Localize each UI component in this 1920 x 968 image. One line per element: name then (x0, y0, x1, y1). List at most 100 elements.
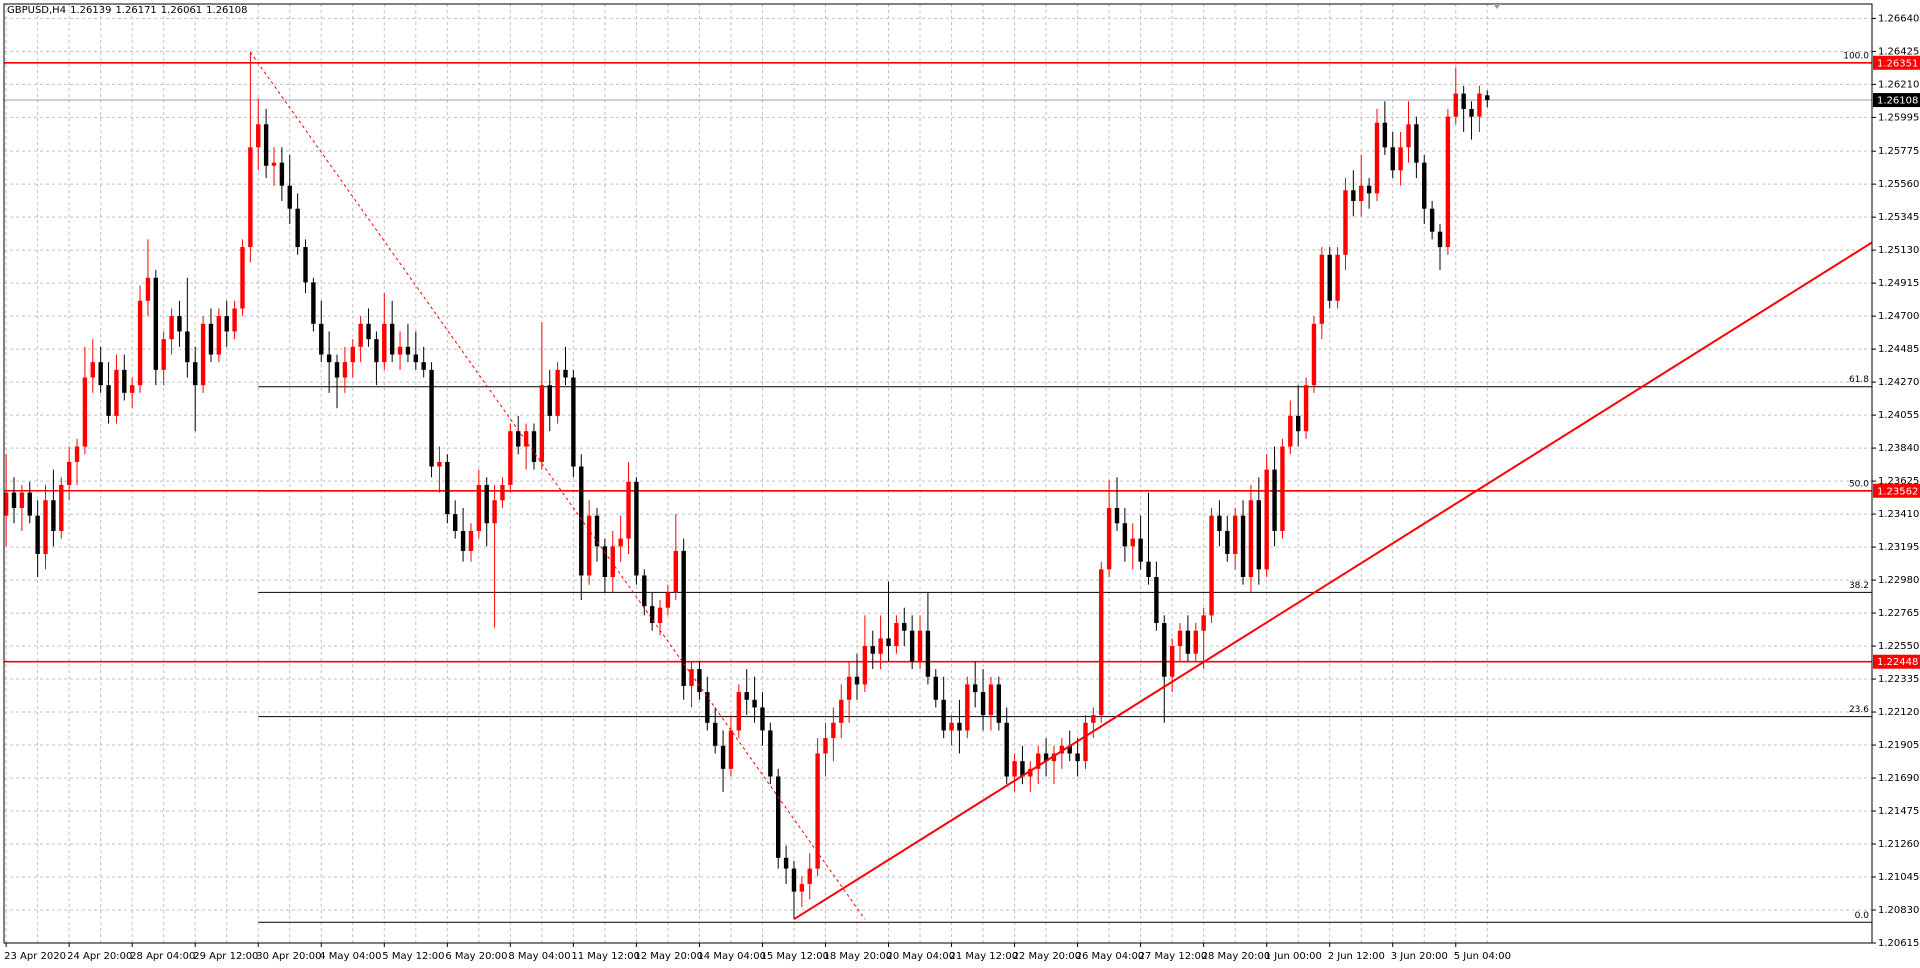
candle-body (1193, 630, 1198, 654)
candle-body (468, 530, 474, 551)
candle-body (1004, 722, 1009, 777)
candle-body (1295, 415, 1301, 432)
y-tick-label: 1.24270 (1878, 377, 1919, 388)
candle-body (1272, 469, 1277, 531)
candle-body (972, 684, 978, 693)
candle-body (657, 607, 663, 624)
current-price-tag: 1.26108 (1877, 96, 1918, 107)
candle-body (579, 466, 584, 576)
candle-body (59, 484, 64, 531)
candle-body (1169, 646, 1175, 677)
candle-body (854, 676, 860, 685)
y-tick-label: 1.21260 (1878, 839, 1919, 850)
candle-body (484, 484, 489, 524)
x-tick-label: 14 May 04:00 (697, 951, 766, 962)
candle-body (649, 606, 655, 624)
candle-body (1020, 761, 1025, 777)
x-tick-label: 4 May 04:00 (319, 951, 381, 962)
candle-body (98, 362, 103, 386)
candle-body (240, 247, 245, 309)
candle-body (673, 550, 678, 593)
candle-body (1477, 93, 1482, 117)
plot-frame (3, 3, 1873, 944)
candle-body (917, 630, 923, 662)
candle-body (996, 684, 1002, 723)
candle-body (736, 692, 742, 731)
candle-body (1374, 122, 1380, 194)
candle-body (516, 431, 521, 447)
candle-body (1422, 162, 1427, 209)
candle-body (382, 323, 387, 363)
candle-body (1469, 108, 1474, 117)
y-tick-label: 1.25775 (1878, 146, 1919, 157)
candle-body (1114, 507, 1120, 524)
fib-base-line (249, 51, 866, 920)
candle-body (460, 530, 466, 551)
candle-body (350, 346, 355, 363)
x-tick-label: 21 May 12:00 (950, 951, 1019, 962)
y-tick-label: 1.24485 (1878, 344, 1919, 355)
candle-body (878, 638, 883, 654)
y-tick-label: 1.24700 (1878, 311, 1919, 322)
candle-body (744, 692, 749, 700)
candle-body (815, 753, 820, 869)
candle-body (720, 745, 726, 769)
y-tick-label: 1.20830 (1878, 905, 1919, 916)
candle-body (531, 431, 537, 462)
candle-body (1012, 761, 1017, 777)
candle-body (1240, 515, 1246, 578)
candle-body (169, 316, 174, 340)
candle-body (902, 623, 907, 631)
candle-body (74, 446, 80, 462)
candle-body (200, 323, 206, 386)
candle-body (799, 883, 805, 892)
candle-body (3, 492, 9, 516)
candle-body (1075, 753, 1080, 762)
candle-body (232, 308, 237, 332)
y-tick-label: 1.25130 (1878, 245, 1919, 256)
y-tick-label: 1.22765 (1878, 608, 1919, 619)
candle-body (106, 385, 111, 416)
x-tick-label: 1 Jun 00:00 (1265, 951, 1322, 962)
candle-body (1461, 93, 1466, 109)
y-tick-label: 1.26210 (1878, 79, 1919, 90)
y-tick-label: 1.21905 (1878, 740, 1919, 751)
candle-body (397, 346, 403, 355)
candle-body (1382, 122, 1388, 148)
candle-body (1429, 208, 1435, 232)
candle-body (1264, 469, 1269, 570)
y-tick-label: 1.21045 (1878, 872, 1919, 883)
candle-body (185, 331, 190, 363)
candle-body (326, 354, 332, 363)
candle-body (1398, 147, 1403, 171)
fib-label: 61.8 (1849, 375, 1869, 385)
candle-body (153, 277, 159, 370)
y-tick-label: 1.26425 (1878, 46, 1919, 57)
x-tick-label: 2 Jun 12:00 (1328, 951, 1385, 962)
candle-body (1154, 577, 1159, 624)
close-value: 1.26108 (206, 5, 248, 16)
x-tick-label: 8 May 04:00 (508, 951, 570, 962)
candle-body (862, 646, 868, 685)
y-tick-label: 1.23195 (1878, 542, 1919, 553)
candle-body (271, 162, 277, 166)
level-price-tag: 1.23562 (1877, 486, 1918, 497)
candle-body (114, 369, 119, 416)
candle-body (27, 492, 32, 516)
y-tick-label: 1.22335 (1878, 674, 1919, 685)
low-value: 1.26061 (160, 5, 203, 16)
candle-body (957, 722, 962, 731)
x-tick-label: 24 Apr 20:00 (67, 951, 132, 962)
candle-body (980, 692, 986, 716)
candle-body (831, 722, 836, 739)
candle-body (43, 500, 48, 554)
x-tick-label: 12 May 20:00 (634, 951, 703, 962)
candle-body (1437, 231, 1443, 248)
candle-body (129, 385, 135, 393)
candle-body (728, 730, 734, 769)
candle-body (1232, 515, 1238, 554)
candle-body (791, 868, 797, 892)
candle-body (476, 484, 482, 531)
candle-body (1138, 538, 1143, 562)
candle-body (263, 124, 269, 166)
